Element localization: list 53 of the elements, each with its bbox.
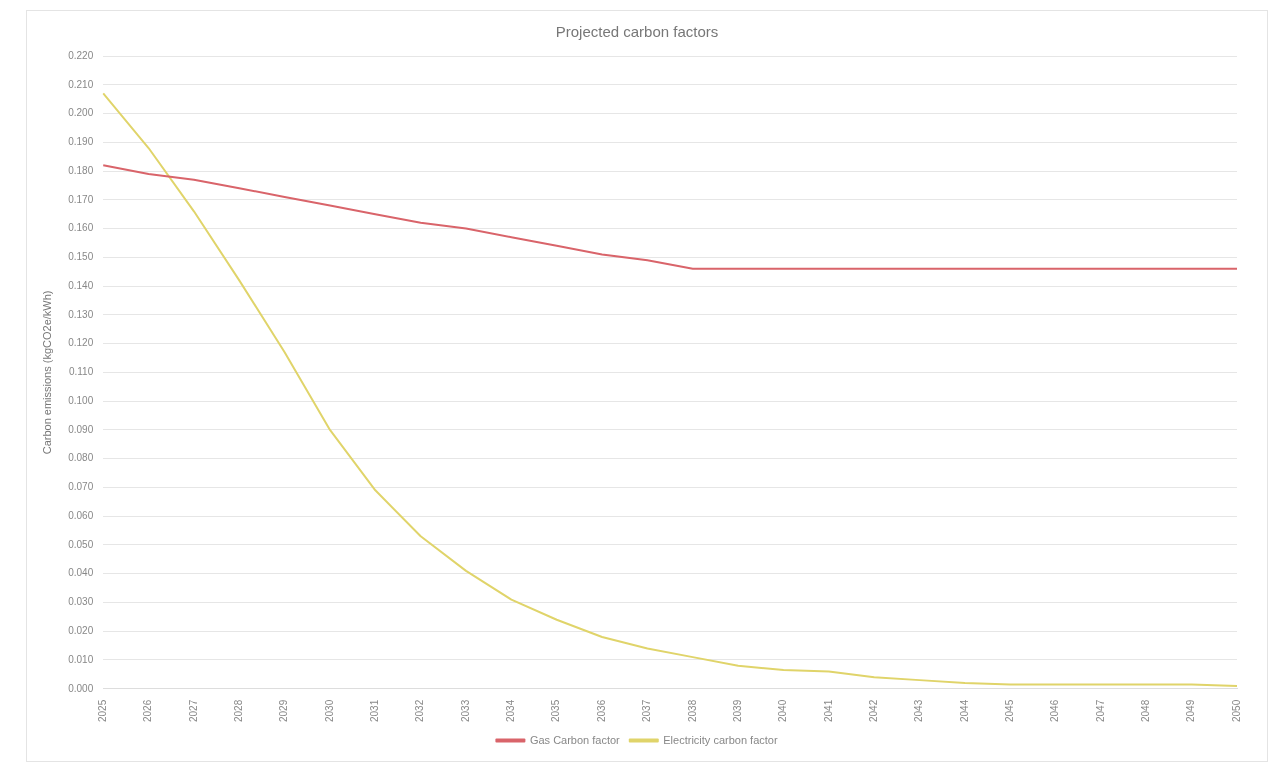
x-tick-label: 2035 — [550, 699, 562, 722]
y-tick-label: 0.200 — [68, 107, 94, 119]
y-tick-label: 0.220 — [68, 49, 94, 61]
y-tick-label: 0.000 — [68, 682, 94, 694]
x-tick-label: 2027 — [187, 699, 199, 722]
y-tick-label: 0.110 — [68, 366, 94, 378]
y-tick-label: 0.020 — [68, 624, 94, 636]
y-tick-label: 0.170 — [68, 193, 94, 205]
x-tick-label: 2026 — [142, 699, 154, 722]
y-tick-label: 0.150 — [68, 251, 94, 263]
x-tick-label: 2042 — [867, 699, 879, 722]
x-tick-label: 2040 — [777, 699, 789, 722]
y-tick-label: 0.160 — [68, 222, 94, 234]
x-tick-label: 2031 — [369, 699, 381, 722]
x-tick-label: 2032 — [414, 699, 426, 722]
y-tick-label: 0.090 — [68, 423, 94, 435]
y-tick-label: 0.210 — [68, 78, 94, 90]
legend-label: Gas Carbon factor — [529, 733, 621, 746]
legend-label: Electricity carbon factor — [663, 733, 778, 746]
x-tick-label: 2025 — [96, 699, 108, 722]
y-tick-label: 0.060 — [68, 509, 94, 521]
x-tick-label: 2045 — [1003, 699, 1015, 722]
x-tick-label: 2034 — [505, 699, 517, 722]
x-tick-label: 2041 — [822, 699, 834, 722]
y-tick-label: 0.030 — [68, 596, 94, 608]
y-tick-label: 0.180 — [68, 164, 94, 176]
y-tick-label: 0.190 — [68, 136, 94, 148]
y-tick-label: 0.070 — [68, 481, 94, 493]
x-tick-label: 2037 — [641, 699, 653, 722]
x-tick-label: 2033 — [459, 699, 471, 722]
y-tick-label: 0.100 — [68, 394, 94, 406]
y-tick-label: 0.120 — [68, 337, 94, 349]
x-tick-label: 2029 — [278, 699, 290, 722]
x-tick-label: 2028 — [233, 699, 245, 722]
x-tick-label: 2044 — [958, 699, 970, 722]
y-tick-label: 0.080 — [68, 452, 94, 464]
y-tick-label: 0.010 — [68, 653, 94, 665]
y-tick-label: 0.130 — [68, 308, 94, 320]
x-tick-label: 2048 — [1140, 699, 1152, 722]
y-tick-label: 0.140 — [68, 279, 94, 291]
chart-title: Projected carbon factors — [555, 23, 719, 41]
y-tick-label: 0.040 — [68, 567, 94, 579]
x-tick-label: 2047 — [1094, 699, 1106, 722]
x-tick-label: 2049 — [1185, 699, 1197, 722]
x-tick-label: 2038 — [686, 699, 698, 722]
y-tick-label: 0.050 — [68, 538, 94, 550]
x-tick-label: 2030 — [323, 699, 335, 722]
y-axis-title: Carbon emissions (kgCO2e/kWh) — [40, 290, 53, 455]
x-tick-label: 2039 — [731, 699, 743, 722]
x-tick-label: 2036 — [595, 699, 607, 722]
x-tick-label: 2050 — [1230, 699, 1242, 722]
x-tick-label: 2046 — [1049, 699, 1061, 722]
x-tick-label: 2043 — [913, 699, 925, 722]
